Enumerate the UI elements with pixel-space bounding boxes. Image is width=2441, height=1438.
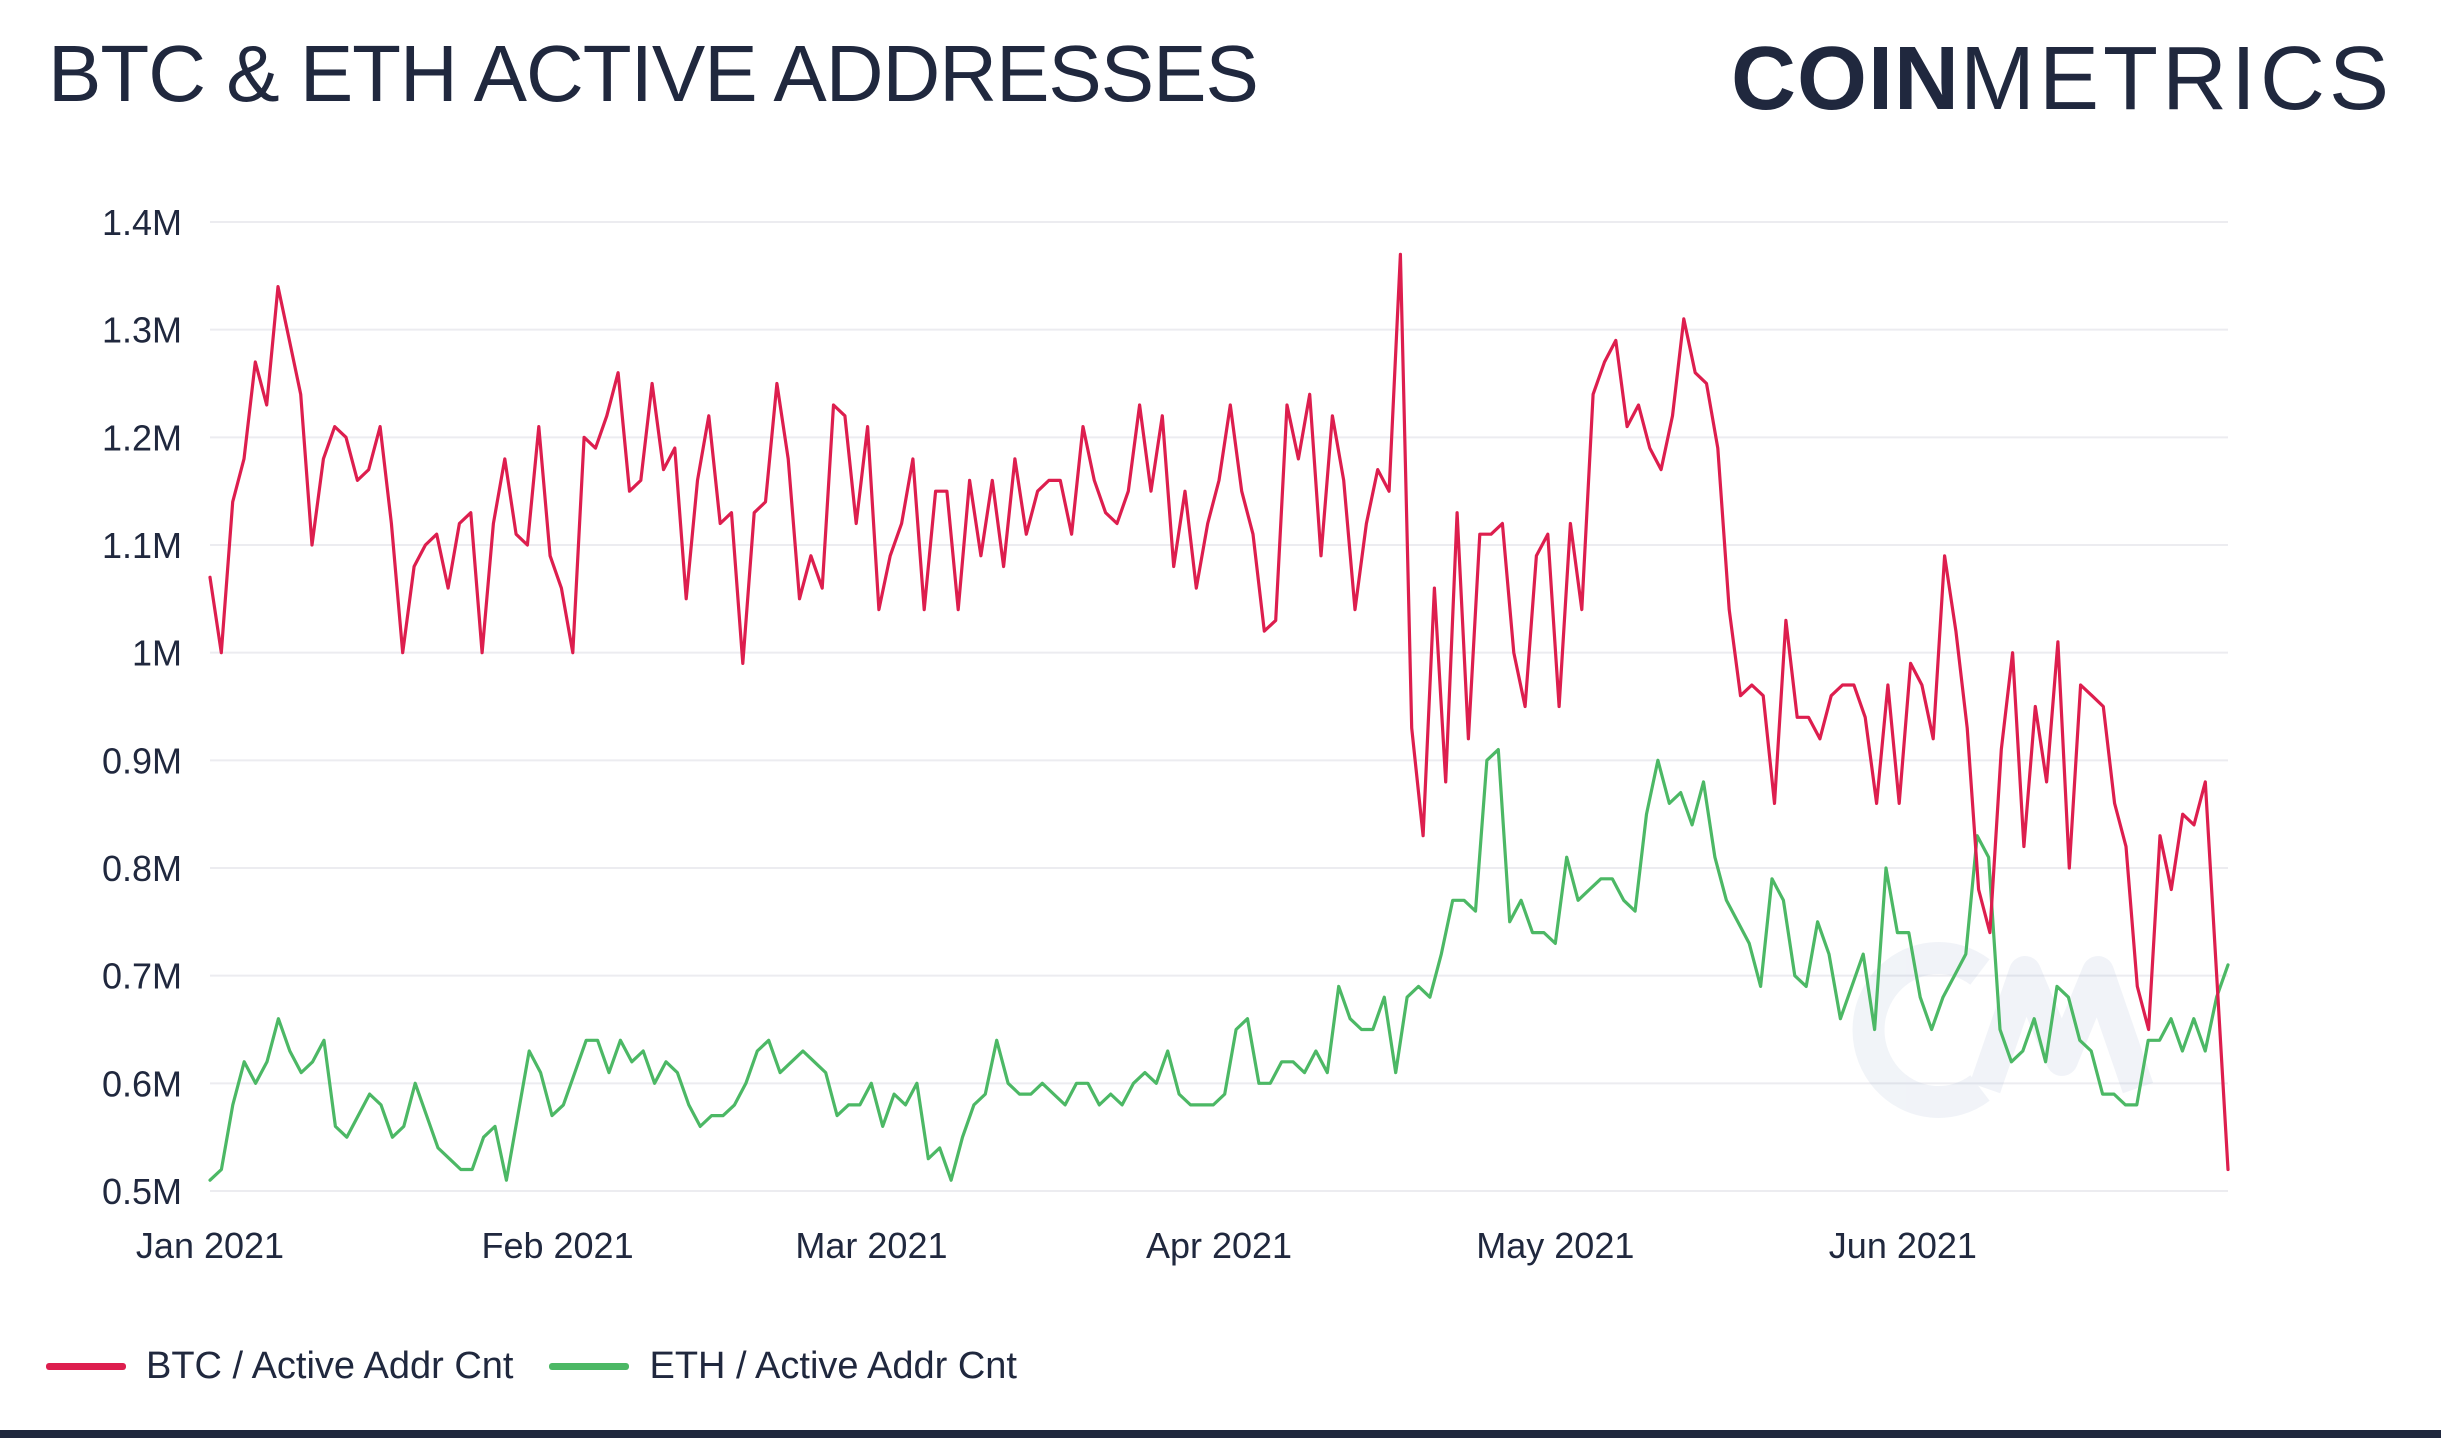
watermark-logo — [1852, 942, 2154, 1118]
y-tick-label: 0.5M — [102, 1171, 182, 1212]
legend-swatch-btc — [46, 1363, 126, 1370]
coinmetrics-logo: COINMETRICS — [1731, 28, 2393, 131]
eth-series-line[interactable] — [208, 747, 2230, 1182]
y-tick-label: 0.8M — [102, 848, 182, 889]
legend-label-eth: ETH / Active Addr Cnt — [649, 1345, 1017, 1387]
legend-item-btc[interactable]: BTC / Active Addr Cnt — [46, 1345, 513, 1388]
y-tick-label: 0.9M — [102, 740, 182, 781]
y-tick-label: 0.7M — [102, 956, 182, 997]
bottom-border — [0, 1430, 2441, 1438]
x-tick-label: Feb 2021 — [481, 1225, 633, 1266]
logo-light-text: METRICS — [1960, 29, 2393, 129]
x-tick-label: Mar 2021 — [795, 1225, 947, 1266]
y-tick-label: 1.1M — [102, 525, 182, 566]
legend-swatch-eth — [549, 1363, 630, 1370]
y-tick-label: 1.4M — [102, 202, 182, 243]
legend-item-eth[interactable]: ETH / Active Addr Cnt — [549, 1345, 1017, 1388]
legend: BTC / Active Addr Cnt ETH / Active Addr … — [46, 1345, 1053, 1388]
y-axis-labels: 0.5M 0.6M 0.7M 0.8M 0.9M 1M 1.1M 1.2M 1.3M 1.4M — [102, 202, 182, 1212]
logo-bold-text: COIN — [1731, 29, 1960, 129]
btc-series-line[interactable] — [208, 252, 2230, 1172]
line-chart: 0.5M 0.6M 0.7M 0.8M 0.9M 1M 1.1M 1.2M 1.3M 1.4M J… — [102, 202, 2230, 1266]
series-lines — [208, 252, 2230, 1182]
y-tick-label: 1.2M — [102, 417, 182, 458]
legend-label-btc: BTC / Active Addr Cnt — [146, 1345, 514, 1387]
y-tick-label: 1.3M — [102, 310, 182, 351]
x-tick-label: Jun 2021 — [1829, 1225, 1977, 1266]
grid-lines — [210, 221, 2228, 1192]
chart-title: BTC & ETH ACTIVE ADDRESSES — [48, 29, 1259, 118]
x-tick-label: Jan 2021 — [136, 1225, 284, 1266]
x-axis-labels: Jan 2021 Feb 2021 Mar 2021 Apr 2021 May 2021… — [136, 1225, 1977, 1266]
y-tick-label: 0.6M — [102, 1063, 182, 1104]
x-tick-label: Apr 2021 — [1146, 1225, 1292, 1266]
x-tick-label: May 2021 — [1476, 1225, 1634, 1266]
y-tick-label: 1M — [132, 633, 182, 674]
